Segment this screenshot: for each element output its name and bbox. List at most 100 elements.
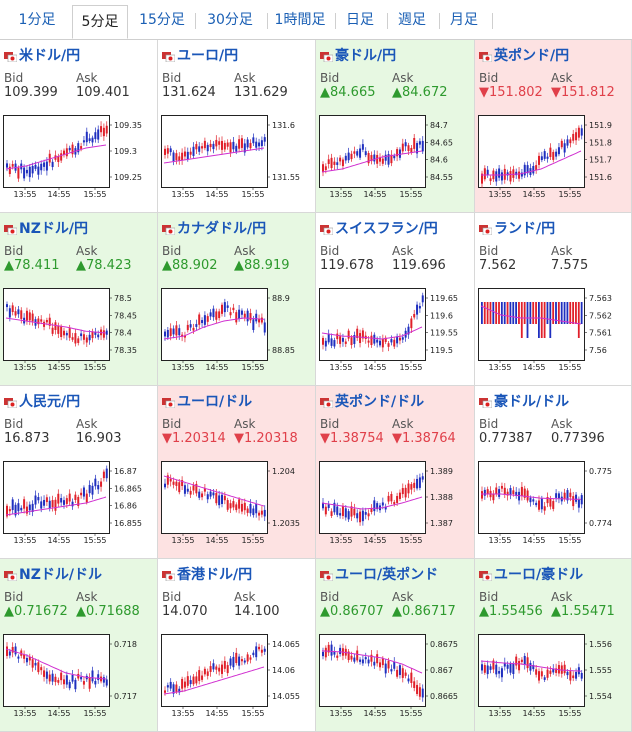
- chart-container[interactable]: 84.7 84.65 84.6 84.55 13:55 14:55 15:55: [319, 111, 469, 209]
- pair-title[interactable]: カナダドル/円: [162, 218, 266, 238]
- tab-7[interactable]: 週足: [398, 12, 426, 28]
- x-tick-label: 15:55: [558, 190, 581, 199]
- candle: [186, 676, 189, 686]
- bid-label: Bid: [162, 244, 182, 258]
- y-tick-label: 14.06: [272, 666, 295, 675]
- tab-separator: [387, 13, 388, 29]
- candle: [85, 493, 88, 503]
- candle: [529, 662, 532, 671]
- candle: [97, 334, 100, 338]
- tab-4[interactable]: 30分足: [207, 12, 253, 28]
- currency-pair-card[interactable]: ランド/円 Bid Ask 7.562 7.575 7.563 7.562 7.561 7.56…: [475, 213, 632, 386]
- pair-title[interactable]: NZドル/ドル: [4, 564, 102, 584]
- candle: [367, 659, 370, 664]
- currency-pair-card[interactable]: 米ドル/円 Bid Ask 109.399 109.401 109.35 109.3 109.…: [0, 40, 158, 213]
- pair-title[interactable]: ユーロ/円: [162, 45, 238, 65]
- tab-8[interactable]: 月足: [450, 12, 478, 28]
- candle: [88, 138, 91, 142]
- currency-pair-card[interactable]: 英ポンド/ドル Bid Ask ▼1.38754 ▼1.38764 1.389 1.388 1…: [316, 386, 475, 559]
- ask-price: 1.55471: [561, 604, 615, 619]
- currency-pair-card[interactable]: ユーロ/円 Bid Ask 131.624 131.629 131.6 131.55 13:5…: [158, 40, 316, 213]
- currency-pair-card[interactable]: ユーロ/豪ドル Bid Ask ▲1.55456 ▲1.55471 1.556 1.555 1…: [475, 559, 632, 732]
- chart-container[interactable]: 16.87 16.865 16.86 16.855 13:55 14:55 15:55: [3, 457, 153, 555]
- currency-pair-card[interactable]: 豪ドル/円 Bid Ask ▲84.665 ▲84.672 84.7 84.65 84.6 84…: [316, 40, 475, 213]
- candle: [94, 680, 97, 685]
- candle: [327, 333, 330, 343]
- chart-container[interactable]: 88.9 88.85 13:55 14:55 15:55: [161, 284, 311, 382]
- chart-container[interactable]: 119.65 119.6 119.55 119.5 13:55 14:55 15:55: [319, 284, 469, 382]
- pair-title[interactable]: ユーロ/豪ドル: [479, 564, 583, 584]
- candle: [63, 330, 65, 336]
- candle: [48, 153, 51, 163]
- candle: [263, 137, 266, 142]
- bid-price: 16.873: [4, 431, 50, 446]
- chart-container[interactable]: 14.065 14.06 14.055 13:55 14:55 15:55: [161, 630, 311, 728]
- bid-price: 109.399: [4, 85, 58, 100]
- moving-average-line: [5, 144, 107, 170]
- pair-title[interactable]: スイスフラン/円: [320, 218, 438, 238]
- currency-pair-card[interactable]: スイスフラン/円 Bid Ask 119.678 119.696 119.65 119.6 1…: [316, 213, 475, 386]
- pair-title[interactable]: ユーロ/英ポンド: [320, 564, 438, 584]
- tab-5[interactable]: 1時間足: [274, 12, 326, 28]
- candle: [181, 152, 184, 161]
- currency-pair-card[interactable]: ユーロ/英ポンド Bid Ask ▲0.86707 ▲0.86717 0.8675 0.86…: [316, 559, 475, 732]
- chart-container[interactable]: 131.6 131.55 13:55 14:55 15:55: [161, 111, 311, 209]
- currency-pair-card[interactable]: 人民元/円 Bid Ask 16.873 16.903 16.87 16.865 16.86 1…: [0, 386, 158, 559]
- candle: [45, 671, 48, 679]
- candle: [166, 148, 169, 154]
- chart-container[interactable]: 151.9 151.8 151.7 151.6 13:55 14:55 15:55: [478, 111, 628, 209]
- pair-title[interactable]: 米ドル/円: [4, 45, 80, 65]
- currency-pair-card[interactable]: NZドル/ドル Bid Ask ▲0.71672 ▲0.71688 0.718 0.717 1…: [0, 559, 158, 732]
- tab-3[interactable]: 15分足: [139, 12, 185, 28]
- eu-gb-flag: [320, 569, 334, 582]
- pair-title[interactable]: 英ポンド/ドル: [320, 391, 424, 411]
- chart-container[interactable]: 109.35 109.3 109.25 13:55 14:55 15:55: [3, 111, 153, 209]
- y-tick-label: 119.5: [430, 346, 453, 355]
- pair-title[interactable]: 豪ドル/ドル: [479, 391, 569, 411]
- au-us-flag: [479, 396, 493, 409]
- candle: [347, 651, 350, 661]
- candle: [398, 337, 401, 341]
- chart-container[interactable]: 0.8675 0.867 0.8665 13:55 14:55 15:55: [319, 630, 469, 728]
- candle: [11, 164, 14, 167]
- candle: [483, 168, 486, 180]
- currency-pair-card[interactable]: 英ポンド/円 Bid Ask ▼151.802 ▼151.812 151.9 151.8 15…: [475, 40, 632, 213]
- currency-pair-card[interactable]: ユーロ/ドル Bid Ask ▼1.20314 ▼1.20318 1.204 1.2035 1…: [158, 386, 316, 559]
- ask-value: 7.575: [551, 258, 588, 273]
- up-arrow-icon: ▲: [76, 258, 86, 273]
- candle: [518, 302, 520, 324]
- candle: [192, 146, 195, 156]
- pair-title[interactable]: 香港ドル/円: [162, 564, 252, 584]
- y-tick-label: 1.389: [430, 467, 453, 476]
- pair-title[interactable]: ユーロ/ドル: [162, 391, 252, 411]
- candle: [373, 154, 376, 162]
- y-tick-label: 119.6: [430, 311, 453, 320]
- pair-title[interactable]: 英ポンド/円: [479, 45, 569, 65]
- currency-pair-card[interactable]: 豪ドル/ドル Bid Ask 0.77387 0.77396 0.775 0.774 13:5…: [475, 386, 632, 559]
- chart-container[interactable]: 0.718 0.717 13:55 14:55 15:55: [3, 630, 153, 728]
- pair-title[interactable]: 人民元/円: [4, 391, 80, 411]
- x-tick-label: 15:55: [399, 190, 422, 199]
- candle: [255, 646, 258, 658]
- currency-pair-card[interactable]: カナダドル/円 Bid Ask ▲88.902 ▲88.919 88.9 88.85 13:5…: [158, 213, 316, 386]
- candle: [40, 501, 43, 509]
- pair-title[interactable]: ランド/円: [479, 218, 555, 238]
- candle: [28, 166, 31, 178]
- chart-container[interactable]: 1.556 1.555 1.554 13:55 14:55 15:55: [478, 630, 628, 728]
- chart-container[interactable]: 78.5 78.45 78.4 78.35 13:55 14:55 15:55: [3, 284, 153, 382]
- chart-container[interactable]: 7.563 7.562 7.561 7.56 13:55 14:55 15:55: [478, 284, 628, 382]
- tab-1[interactable]: 1分足: [18, 12, 56, 28]
- candle: [563, 664, 566, 674]
- tab-2[interactable]: 5分足: [72, 5, 128, 39]
- tab-6[interactable]: 日足: [346, 12, 374, 28]
- chart-container[interactable]: 1.389 1.388 1.387 13:55 14:55 15:55: [319, 457, 469, 555]
- currency-pair-card[interactable]: NZドル/円 Bid Ask ▲78.411 ▲78.423 78.5 78.45 78.4 7…: [0, 213, 158, 386]
- chart-container[interactable]: 1.204 1.2035 13:55 14:55 15:55: [161, 457, 311, 555]
- chart-frame: [161, 288, 268, 361]
- y-tick-label: 84.7: [430, 121, 448, 130]
- currency-pair-card[interactable]: 香港ドル/円 Bid Ask 14.070 14.100 14.065 14.06 14.05…: [158, 559, 316, 732]
- pair-title[interactable]: 豪ドル/円: [320, 45, 396, 65]
- pair-title[interactable]: NZドル/円: [4, 218, 88, 238]
- chart-container[interactable]: 0.775 0.774 13:55 14:55 15:55: [478, 457, 628, 555]
- bid-value: ▲0.86707: [320, 604, 384, 619]
